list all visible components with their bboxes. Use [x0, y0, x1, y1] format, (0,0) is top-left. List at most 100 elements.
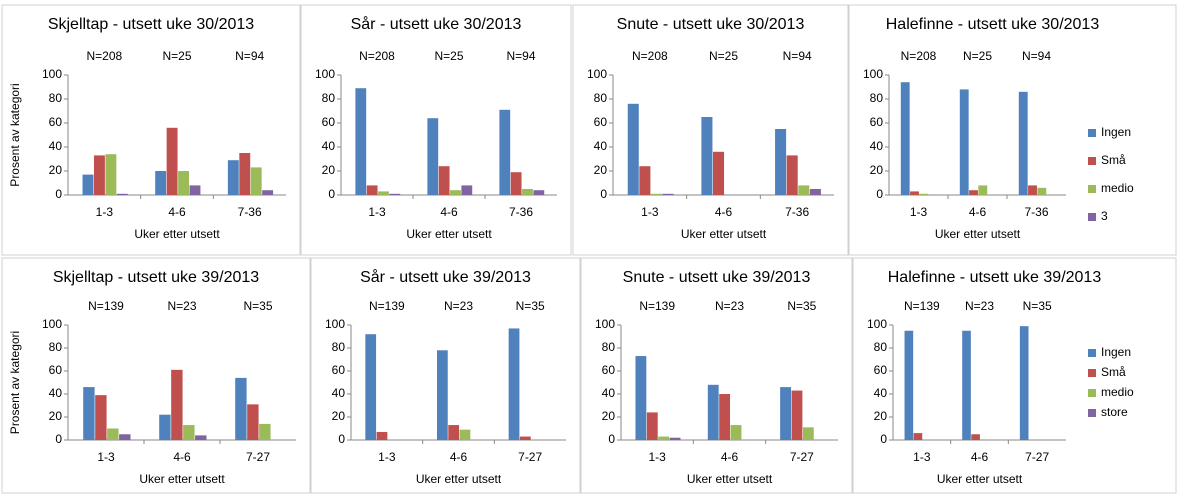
legend-swatch [1088, 409, 1096, 417]
y-tick-label: 80 [322, 91, 336, 105]
annotation: N=208 [901, 49, 937, 63]
legend-swatch [1088, 185, 1096, 193]
y-tick-label: 0 [55, 432, 62, 446]
y-tick-label: 80 [602, 340, 616, 354]
x-tick-label: 7-27 [790, 450, 814, 464]
y-tick-label: 100 [325, 317, 345, 331]
annotation: N=139 [369, 299, 405, 313]
bar [95, 395, 107, 440]
annotation: N=94 [783, 49, 812, 63]
panel [852, 257, 1177, 494]
bar [650, 193, 662, 195]
chart-panel: Sår - utsett uke 39/2013 0 20 40 60 80 100 1-3 N… [310, 257, 581, 494]
chart-panel: Snute - utsett uke 39/2013 0 20 40 60 80 100 1-… [580, 257, 853, 494]
y-tick-label: 0 [876, 187, 883, 201]
y-tick-label: 0 [600, 187, 607, 201]
bar [707, 384, 719, 440]
annotation: N=35 [1023, 299, 1052, 313]
legend-swatch [1088, 213, 1096, 221]
bar [178, 171, 189, 195]
bar [786, 155, 798, 195]
bar [1028, 185, 1037, 195]
bar [166, 127, 178, 195]
y-tick-label: 20 [874, 409, 888, 423]
annotation: N=25 [162, 49, 191, 63]
y-tick-label: 80 [594, 91, 608, 105]
y-tick-label: 60 [322, 115, 336, 129]
y-tick-label: 0 [338, 432, 345, 446]
y-tick-label: 100 [867, 317, 887, 331]
y-tick-label: 20 [322, 163, 336, 177]
bar [195, 435, 207, 440]
x-tick-label: 1-3 [97, 450, 115, 464]
x-axis-label: Uker etter utsett [687, 472, 773, 486]
bar [239, 153, 251, 195]
annotation: N=139 [88, 299, 124, 313]
x-tick-label: 4-6 [715, 205, 733, 219]
bar [910, 191, 919, 195]
bar [378, 191, 389, 195]
y-tick-label: 60 [49, 115, 63, 129]
chart-title: Snute - utsett uke 30/2013 [617, 16, 805, 33]
y-tick-label: 20 [594, 163, 608, 177]
y-tick-label: 20 [49, 163, 63, 177]
x-tick-label: 7-27 [518, 450, 542, 464]
annotation: N=35 [516, 299, 545, 313]
legend-swatch [1088, 389, 1096, 397]
legend-label: Ingen [1101, 125, 1131, 139]
y-tick-label: 60 [594, 115, 608, 129]
bar [809, 189, 821, 195]
chart-panel: Halefinne - utsett uke 39/2013 0 20 40 60 80 1… [852, 257, 1177, 494]
legend-swatch [1088, 369, 1096, 377]
y-tick-label: 60 [602, 363, 616, 377]
bar [105, 154, 117, 195]
annotation: N=23 [715, 299, 744, 313]
y-tick-label: 40 [49, 139, 63, 153]
y-tick-label: 60 [874, 363, 888, 377]
bar [802, 427, 814, 440]
bar [171, 369, 183, 440]
y-tick-label: 40 [870, 139, 884, 153]
panel [1, 4, 301, 256]
y-tick-label: 0 [880, 432, 887, 446]
x-tick-label: 4-6 [440, 205, 458, 219]
bar [159, 414, 171, 440]
chart-panel: Skjelltap - utsett uke 39/2013 Prosent av… [1, 257, 311, 494]
bar [119, 434, 131, 440]
bar [83, 387, 95, 440]
y-tick-label: 100 [595, 317, 615, 331]
x-tick-label: 1-3 [913, 450, 931, 464]
legend-swatch [1088, 349, 1096, 357]
y-tick-label: 80 [49, 340, 63, 354]
x-tick-label: 1-3 [648, 450, 666, 464]
x-tick-label: 4-6 [969, 205, 987, 219]
x-tick-label: 7-27 [1025, 450, 1049, 464]
y-tick-label: 40 [332, 386, 346, 400]
y-tick-label: 60 [49, 363, 63, 377]
y-tick-label: 80 [870, 91, 884, 105]
bar [904, 330, 914, 440]
bar [259, 423, 271, 440]
y-tick-label: 100 [315, 67, 335, 81]
chart-title: Skjelltap - utsett uke 39/2013 [53, 269, 259, 286]
y-tick-label: 40 [49, 386, 63, 400]
annotation: N=23 [167, 299, 196, 313]
bar [701, 117, 713, 195]
bar [669, 437, 681, 440]
x-axis-label: Uker etter utsett [935, 227, 1021, 241]
bar [1037, 187, 1047, 195]
y-tick-label: 100 [587, 67, 607, 81]
x-tick-label: 7-36 [1024, 205, 1048, 219]
y-tick-label: 40 [322, 139, 336, 153]
bar [355, 88, 367, 195]
legend-label: medio [1101, 181, 1134, 195]
bar [427, 118, 439, 195]
annotation: N=23 [965, 299, 994, 313]
bar [438, 166, 450, 195]
bar [262, 190, 274, 195]
annotation: N=94 [235, 49, 264, 63]
bar [900, 82, 910, 195]
bar [250, 167, 262, 195]
y-tick-label: 100 [42, 317, 62, 331]
y-tick-label: 80 [874, 340, 888, 354]
